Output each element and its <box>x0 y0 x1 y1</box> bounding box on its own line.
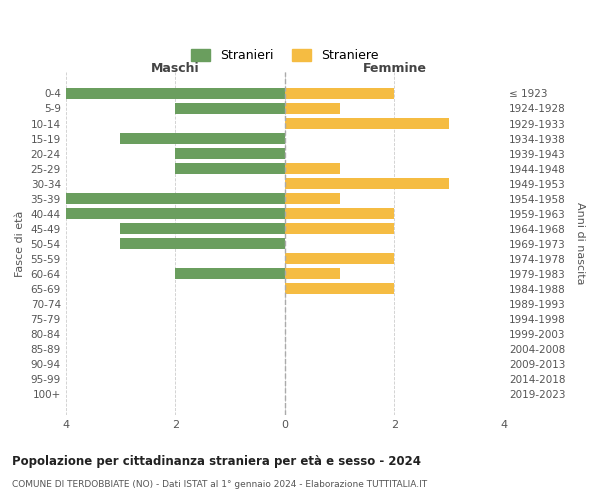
Legend: Stranieri, Straniere: Stranieri, Straniere <box>186 44 383 67</box>
Bar <box>285 193 340 204</box>
Bar <box>65 193 285 204</box>
Bar <box>285 118 449 129</box>
Text: Femmine: Femmine <box>362 62 427 76</box>
Text: Popolazione per cittadinanza straniera per età e sesso - 2024: Popolazione per cittadinanza straniera p… <box>12 455 421 468</box>
Text: COMUNE DI TERDOBBIATE (NO) - Dati ISTAT al 1° gennaio 2024 - Elaborazione TUTTIT: COMUNE DI TERDOBBIATE (NO) - Dati ISTAT … <box>12 480 427 489</box>
Bar <box>285 223 394 234</box>
Y-axis label: Anni di nascita: Anni di nascita <box>575 202 585 285</box>
Bar <box>121 238 285 250</box>
Bar <box>121 223 285 234</box>
Bar <box>285 103 340 114</box>
Y-axis label: Fasce di età: Fasce di età <box>15 210 25 277</box>
Bar <box>285 208 394 220</box>
Bar <box>285 178 449 189</box>
Text: Maschi: Maschi <box>151 62 200 76</box>
Bar <box>175 163 285 174</box>
Bar <box>285 253 394 264</box>
Bar <box>65 208 285 220</box>
Bar <box>121 133 285 144</box>
Bar <box>175 148 285 159</box>
Bar <box>285 88 394 99</box>
Bar <box>285 283 394 294</box>
Bar <box>285 163 340 174</box>
Bar <box>175 268 285 280</box>
Bar <box>175 103 285 114</box>
Bar <box>65 88 285 99</box>
Bar <box>285 268 340 280</box>
